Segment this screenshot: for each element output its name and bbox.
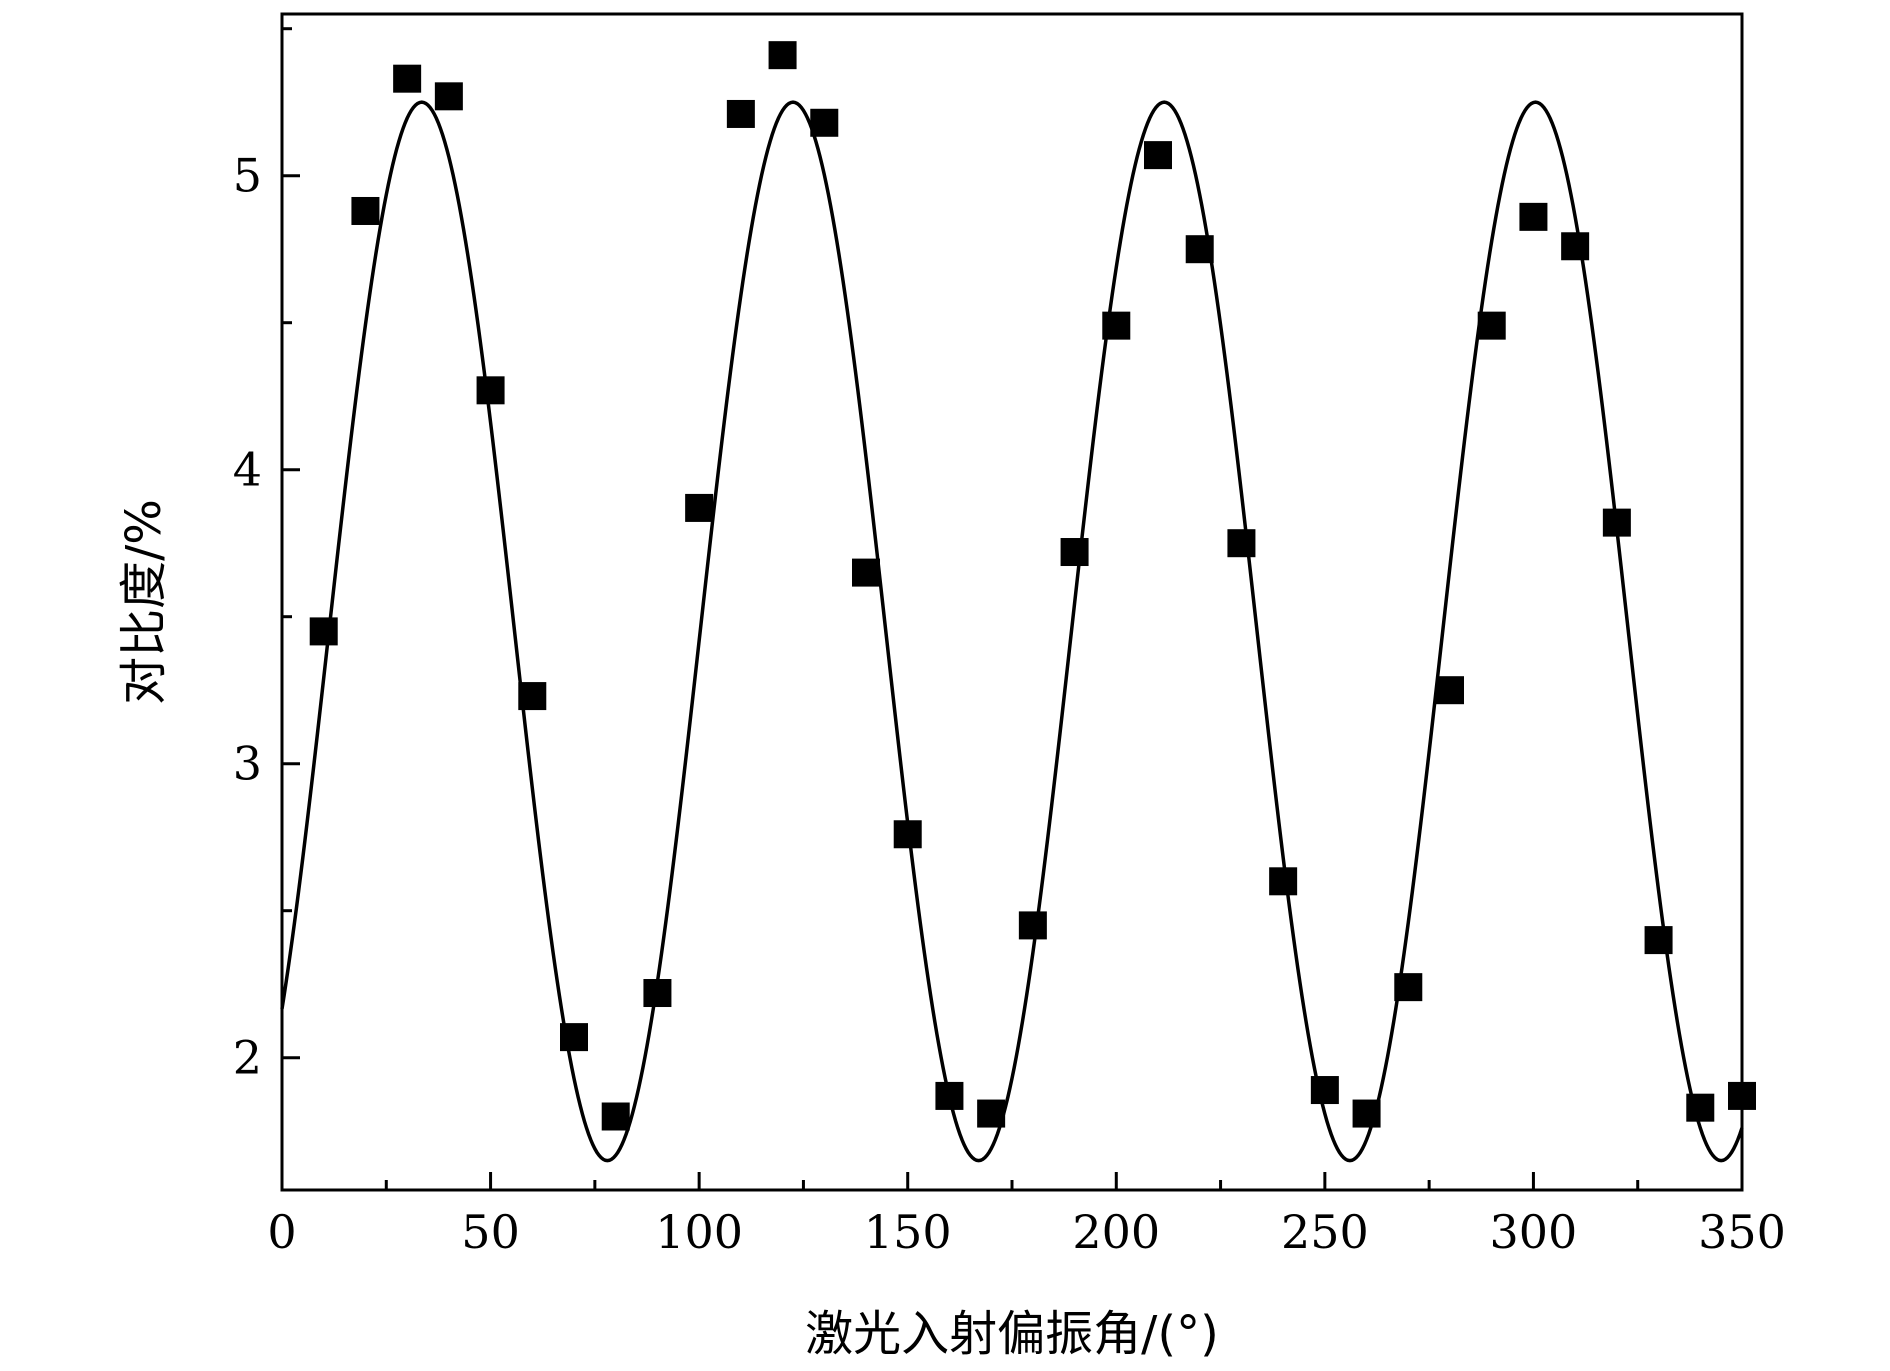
data-point <box>476 376 505 405</box>
data-point <box>1018 911 1047 940</box>
data-point <box>309 617 338 646</box>
data-point <box>768 41 797 70</box>
data-point <box>1310 1076 1339 1105</box>
y-axis-title: 对比度/% <box>116 499 172 705</box>
data-points <box>309 41 1756 1131</box>
data-point <box>1144 141 1172 170</box>
data-point <box>893 820 922 849</box>
data-point <box>726 99 755 128</box>
data-point <box>560 1023 588 1052</box>
y-tick-label: 3 <box>233 737 262 791</box>
data-point <box>1102 311 1131 340</box>
data-point <box>601 1102 630 1131</box>
x-tick-label: 250 <box>1281 1205 1369 1259</box>
data-point <box>643 979 672 1008</box>
data-point <box>685 493 714 522</box>
data-point <box>1185 235 1214 264</box>
data-point <box>977 1099 1006 1128</box>
data-point <box>1477 311 1506 340</box>
y-axis: 2 3 4 5 <box>233 27 300 1085</box>
x-tick-label: 100 <box>655 1205 743 1259</box>
data-point <box>351 196 380 225</box>
data-point <box>1269 867 1298 896</box>
x-tick-label: 0 <box>267 1205 296 1259</box>
data-point <box>1352 1099 1381 1128</box>
data-point <box>1602 508 1631 537</box>
data-point <box>1436 676 1464 705</box>
y-tick-label: 5 <box>233 149 262 203</box>
fit-curve <box>280 100 1744 1163</box>
data-point <box>1394 973 1423 1002</box>
data-point <box>434 82 463 111</box>
x-tick-label: 350 <box>1698 1205 1786 1259</box>
data-point <box>810 108 839 137</box>
x-axis-title: 激光入射偏振角/(°) <box>805 1306 1219 1362</box>
data-point <box>518 682 547 711</box>
data-point <box>935 1081 964 1110</box>
data-point <box>852 558 880 587</box>
data-point <box>1519 202 1548 231</box>
plot-frame <box>280 12 1744 1192</box>
y-tick-label: 4 <box>233 443 262 497</box>
data-point <box>393 64 422 93</box>
x-axis: 0 50 100 150 200 250 300 350 <box>267 1172 1786 1259</box>
data-point <box>1060 538 1089 567</box>
data-point <box>1227 529 1256 558</box>
x-tick-label: 300 <box>1490 1205 1578 1259</box>
y-tick-label: 2 <box>233 1031 262 1085</box>
data-point <box>1644 926 1673 955</box>
data-point <box>1561 232 1590 261</box>
data-point <box>1686 1093 1715 1122</box>
x-tick-label: 50 <box>461 1205 520 1259</box>
x-tick-label: 150 <box>864 1205 952 1259</box>
x-tick-label: 200 <box>1072 1205 1160 1259</box>
